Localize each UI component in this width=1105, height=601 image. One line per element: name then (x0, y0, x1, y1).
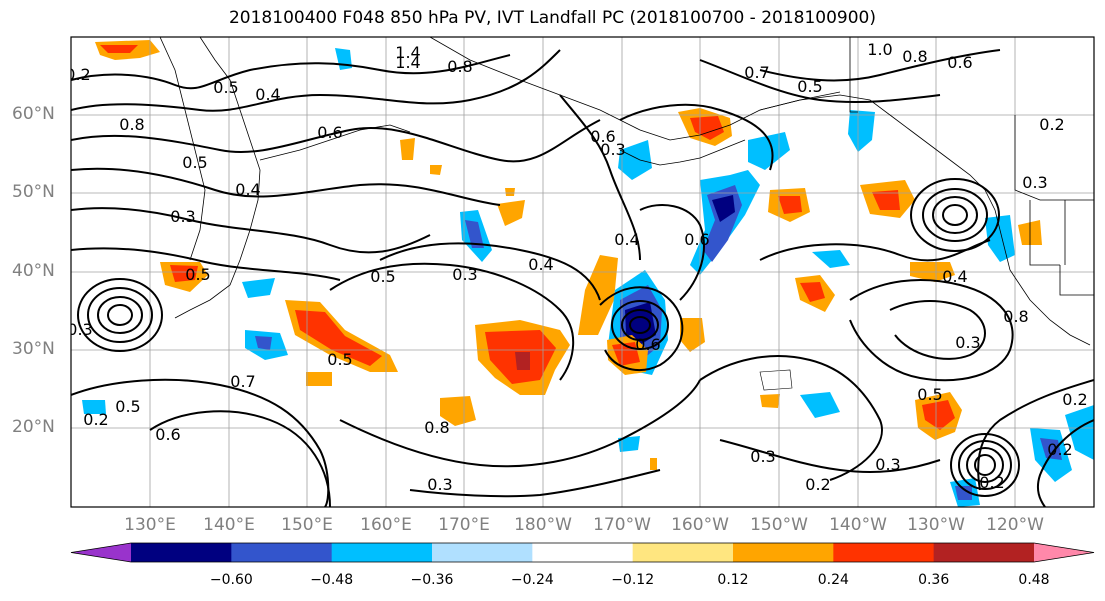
graticule (71, 37, 1094, 507)
lon-label: 130°E (124, 515, 176, 535)
pv-contours (71, 49, 1094, 507)
colorbar-segment (532, 543, 634, 562)
colorbar-segment (131, 543, 232, 562)
lon-label: 170°W (593, 515, 651, 535)
colorbar-tick-label: −0.24 (510, 572, 554, 588)
plot-frame (70, 36, 1095, 508)
contour-label: 1.4 (395, 53, 420, 72)
contour-label: 0.3 (452, 265, 477, 284)
map-plot-area: 1.41.4 0.80.5 0.40.60.50.80.60.30.40.30.5 0… (65, 37, 1094, 507)
colorbar-segment (331, 543, 433, 562)
contour-label: 0.6 (317, 123, 342, 142)
contour-label: 0.2 (979, 473, 1004, 492)
lon-label: 120°W (986, 515, 1044, 535)
contour-label: 0.3 (875, 455, 900, 474)
contour-label: 0.3 (67, 320, 92, 339)
contour-label: 0.6 (684, 230, 709, 249)
lon-label: 180°W (514, 515, 572, 535)
contour-label: 0.6 (590, 127, 615, 146)
contour-label: 1.0 (867, 40, 892, 59)
contour-label: 0.2 (1039, 115, 1064, 134)
contour-label: 0.3 (955, 333, 980, 352)
contour-label: 0.3 (170, 207, 195, 226)
contour-label: 0.8 (119, 115, 144, 134)
colorbar-extend-high (1034, 543, 1094, 562)
lat-label: 50°N (12, 182, 55, 202)
contour-label: 0.6 (947, 53, 972, 72)
contour-label: 1.4 (395, 43, 420, 62)
pv-maxima-rings (77, 178, 1020, 497)
lon-label: 140°W (829, 515, 887, 535)
contour-label: 0.5 (917, 385, 942, 404)
contour-label: 0.2 (1047, 440, 1072, 459)
contour-label: 0.4 (614, 230, 639, 249)
contour-label: 0.2 (83, 410, 108, 429)
contour-label: 0.4 (235, 180, 260, 199)
lon-label: 150°E (281, 515, 333, 535)
lat-label: 30°N (12, 339, 55, 359)
colorbar-extend-low (71, 543, 131, 562)
coastlines (159, 37, 1094, 346)
colorbar-tick-label: −0.60 (209, 572, 253, 588)
contour-label: 0.5 (185, 265, 210, 284)
contour-label: 0.7 (230, 372, 255, 391)
contour-label: 0.8 (1003, 307, 1028, 326)
lon-label: 130°W (907, 515, 965, 535)
contour-label: 0.2 (805, 475, 830, 494)
colorbar-segment (833, 543, 935, 562)
colorbar-segment (733, 543, 834, 562)
colorbar-segment (231, 543, 333, 562)
contour-label: 0.4 (942, 267, 967, 286)
contour-label: 0.8 (902, 47, 927, 66)
contour-label: 0.5 (370, 267, 395, 286)
contour-label: 0.5 (115, 397, 140, 416)
contour-label: 0.3 (600, 140, 625, 159)
contour-label: 0.8 (447, 57, 472, 76)
colorbar-tick-label: −0.36 (410, 572, 454, 588)
contour-labels: 1.41.4 0.80.5 0.40.60.50.80.60.30.40.30.5 0… (65, 40, 1088, 494)
lat-label: 60°N (12, 104, 55, 124)
contour-label: 0.7 (744, 63, 769, 82)
colorbar-segment (432, 543, 533, 562)
contour-label: 0.3 (750, 447, 775, 466)
lat-label: 20°N (12, 417, 55, 437)
colorbar-tick-label: 0.48 (1018, 572, 1050, 588)
lon-label: 160°E (360, 515, 412, 535)
contour-label: 0.5 (213, 78, 238, 97)
contour-label: 0.5 (797, 77, 822, 96)
contour-label: 0.6 (635, 335, 660, 354)
contour-label: 0.2 (65, 65, 90, 84)
colorbar-segment (933, 543, 1035, 562)
contour-label: 0.4 (528, 255, 553, 274)
contour-label: 0.3 (1022, 173, 1047, 192)
contour-label: 0.6 (155, 425, 180, 444)
colorbar-tick-label: −0.48 (310, 572, 354, 588)
colorbar-outline (70, 542, 1095, 563)
contour-label: 0.2 (1062, 390, 1087, 409)
lon-label: 170°E (438, 515, 490, 535)
colorbar (70, 542, 1095, 563)
map-title: 2018100400 F048 850 hPa PV, IVT Landfall… (228, 8, 876, 28)
lat-label: 40°N (12, 261, 55, 281)
lon-label: 150°W (750, 515, 808, 535)
contour-label: 0.5 (327, 350, 352, 369)
colorbar-tick-label: −0.12 (611, 572, 655, 588)
contour-label: 0.4 (255, 85, 280, 104)
colorbar-tick-label: 0.36 (918, 572, 950, 588)
colorbar-tick-label: 0.24 (817, 572, 849, 588)
contour-label: 0.8 (424, 418, 449, 437)
lon-label: 160°W (671, 515, 729, 535)
colorbar-segment (632, 543, 734, 562)
contour-label: 0.5 (182, 153, 207, 172)
colorbar-tick-label: 0.12 (717, 572, 749, 588)
contour-label: 0.3 (427, 475, 452, 494)
lon-label: 140°E (203, 515, 255, 535)
